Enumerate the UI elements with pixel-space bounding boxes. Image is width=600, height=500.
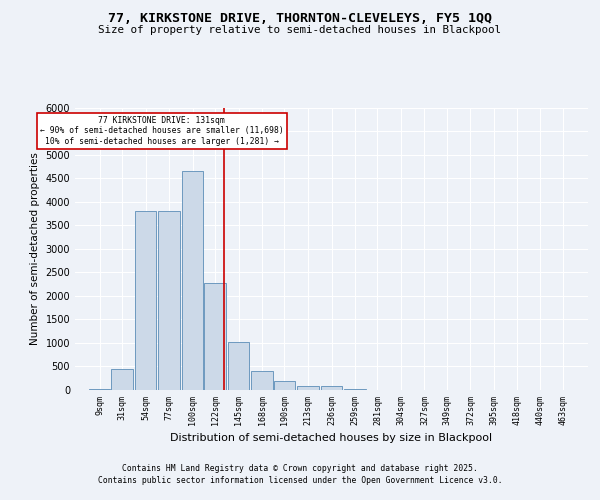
- Text: Contains public sector information licensed under the Open Government Licence v3: Contains public sector information licen…: [98, 476, 502, 485]
- Bar: [251, 371, 273, 390]
- Bar: [89, 388, 110, 390]
- Text: 77 KIRKSTONE DRIVE: 131sqm
← 90% of semi-detached houses are smaller (11,698)
10: 77 KIRKSTONE DRIVE: 131sqm ← 90% of semi…: [40, 116, 284, 146]
- Y-axis label: Number of semi-detached properties: Number of semi-detached properties: [30, 152, 40, 345]
- Bar: [182, 171, 203, 390]
- Bar: [321, 386, 342, 390]
- Text: Contains HM Land Registry data © Crown copyright and database right 2025.: Contains HM Land Registry data © Crown c…: [122, 464, 478, 473]
- Bar: [158, 211, 180, 390]
- Bar: [297, 386, 319, 390]
- Bar: [274, 380, 295, 390]
- Bar: [111, 369, 133, 390]
- Bar: [344, 389, 366, 390]
- Text: Size of property relative to semi-detached houses in Blackpool: Size of property relative to semi-detach…: [98, 25, 502, 35]
- Text: 77, KIRKSTONE DRIVE, THORNTON-CLEVELEYS, FY5 1QQ: 77, KIRKSTONE DRIVE, THORNTON-CLEVELEYS,…: [108, 12, 492, 26]
- Bar: [204, 282, 226, 390]
- Bar: [135, 211, 156, 390]
- Bar: [228, 342, 249, 390]
- X-axis label: Distribution of semi-detached houses by size in Blackpool: Distribution of semi-detached houses by …: [170, 433, 493, 443]
